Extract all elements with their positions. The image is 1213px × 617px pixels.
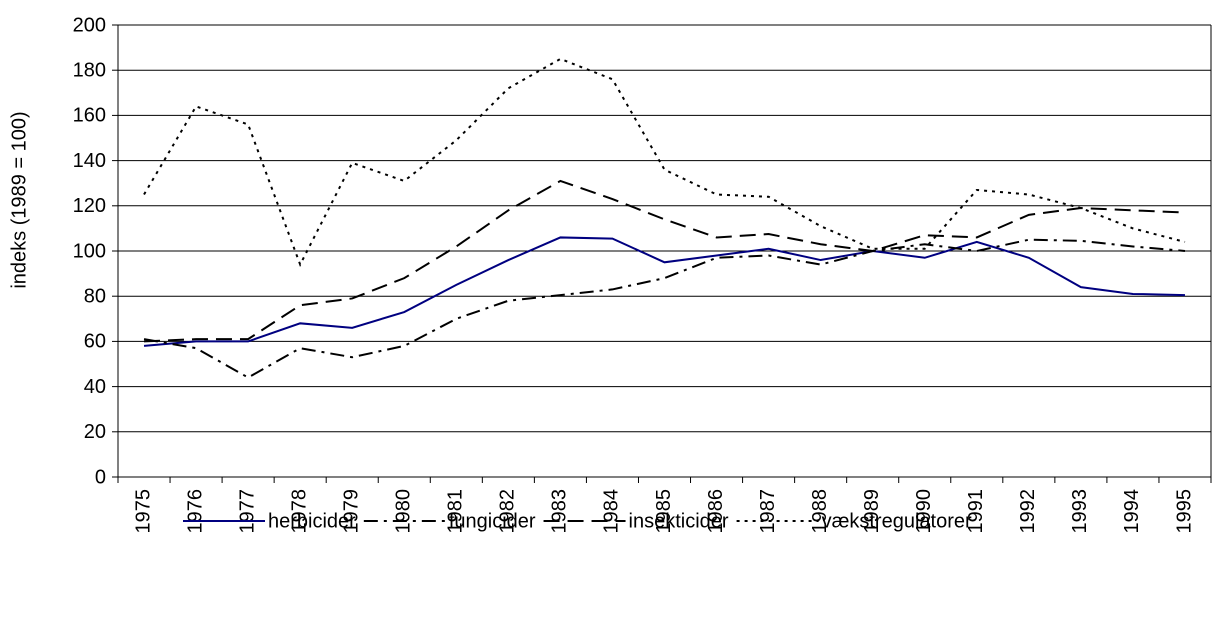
legend-label: insekticider — [629, 510, 729, 532]
y-tick-label: 60 — [84, 331, 106, 353]
x-tick-label: 1982 — [497, 489, 519, 533]
legend-label: herbicider — [268, 510, 356, 532]
x-tick-label: 1995 — [1173, 489, 1195, 534]
x-tick-label: 1979 — [340, 489, 362, 534]
x-tick-label: 1981 — [445, 489, 467, 534]
x-tick-label: 1987 — [757, 489, 779, 534]
y-tick-label: 80 — [84, 285, 106, 307]
x-tick-label: 1984 — [601, 489, 623, 534]
x-tick-label: 1992 — [1017, 489, 1039, 534]
legend-label: vækstregulatorer — [822, 510, 972, 532]
x-tick-label: 1983 — [549, 489, 571, 534]
x-tick-label: 1985 — [653, 489, 675, 534]
series-line — [143, 238, 1186, 379]
x-tick-label: 1975 — [132, 489, 154, 534]
x-tick-label: 1991 — [965, 489, 987, 534]
series-line — [143, 179, 1186, 343]
y-tick-label: 40 — [84, 376, 106, 398]
x-tick-label: 1976 — [184, 489, 206, 534]
x-tick-label: 1990 — [913, 489, 935, 534]
x-tick-label: 1994 — [1121, 489, 1143, 534]
x-tick-label: 1993 — [1069, 489, 1091, 534]
y-tick-label: 100 — [73, 240, 106, 262]
series-line — [143, 236, 1186, 347]
y-tick-label: 160 — [73, 105, 106, 127]
y-tick-label: 140 — [73, 150, 106, 172]
x-tick-label: 1977 — [236, 489, 258, 534]
x-tick-label: 1986 — [705, 489, 727, 534]
x-tick-label: 1989 — [861, 489, 883, 534]
y-tick-label: 0 — [95, 466, 106, 488]
y-axis-label: indeks (1989 = 100) — [8, 111, 30, 288]
series-line — [143, 57, 1186, 268]
y-tick-label: 180 — [73, 59, 106, 81]
legend-label: fungicider — [449, 510, 536, 532]
y-tick-label: 20 — [84, 421, 106, 443]
y-tick-label: 200 — [73, 14, 106, 36]
x-tick-label: 1978 — [288, 489, 310, 534]
x-tick-label: 1988 — [809, 489, 831, 534]
y-tick-label: 120 — [73, 195, 106, 217]
x-tick-label: 1980 — [393, 489, 415, 534]
